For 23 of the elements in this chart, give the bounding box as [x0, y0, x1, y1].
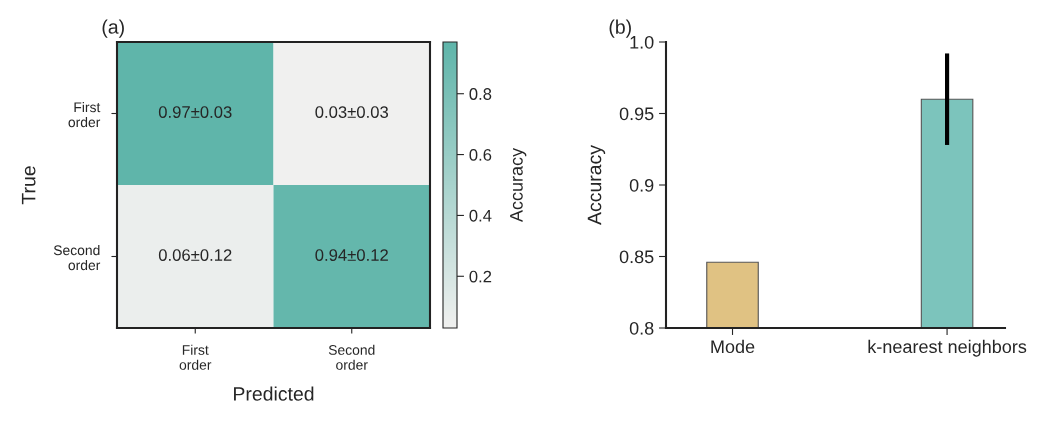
x-tick-label: Second order: [328, 344, 375, 370]
color-bar-label: 0.8: [469, 88, 492, 100]
y-tick-label: 1.0: [630, 35, 654, 49]
y-axis-title: True: [21, 166, 36, 205]
x-axis-title: Predicted: [234, 386, 314, 401]
data-label: 0.97±0.03: [158, 106, 232, 118]
y-tick-label: 0.85: [619, 250, 654, 264]
data-label: 0.94±0.12: [315, 249, 388, 261]
y-tick-label: 0.95: [619, 107, 654, 121]
chart-title: (a): [102, 19, 124, 38]
color-bar-label: 0.2: [469, 270, 492, 283]
color-bar-label: 0.6: [469, 148, 492, 161]
y-axis-title: Accuracy: [587, 145, 606, 225]
data-label: 0.03±0.03: [315, 106, 389, 118]
color-bar-title: Accuracy: [510, 147, 527, 223]
x-tick-label: k-nearest neighbors: [868, 339, 1027, 357]
x-tick-label: First order: [179, 344, 212, 370]
chart-title: (b): [609, 19, 631, 38]
color-bar-label: 0.4: [469, 209, 492, 222]
y-tick-label: 0.8: [629, 321, 654, 335]
y-tick-label: 0.9: [629, 178, 654, 192]
x-tick-label: Mode: [711, 339, 755, 354]
data-label: 0.06±0.12: [158, 249, 232, 261]
